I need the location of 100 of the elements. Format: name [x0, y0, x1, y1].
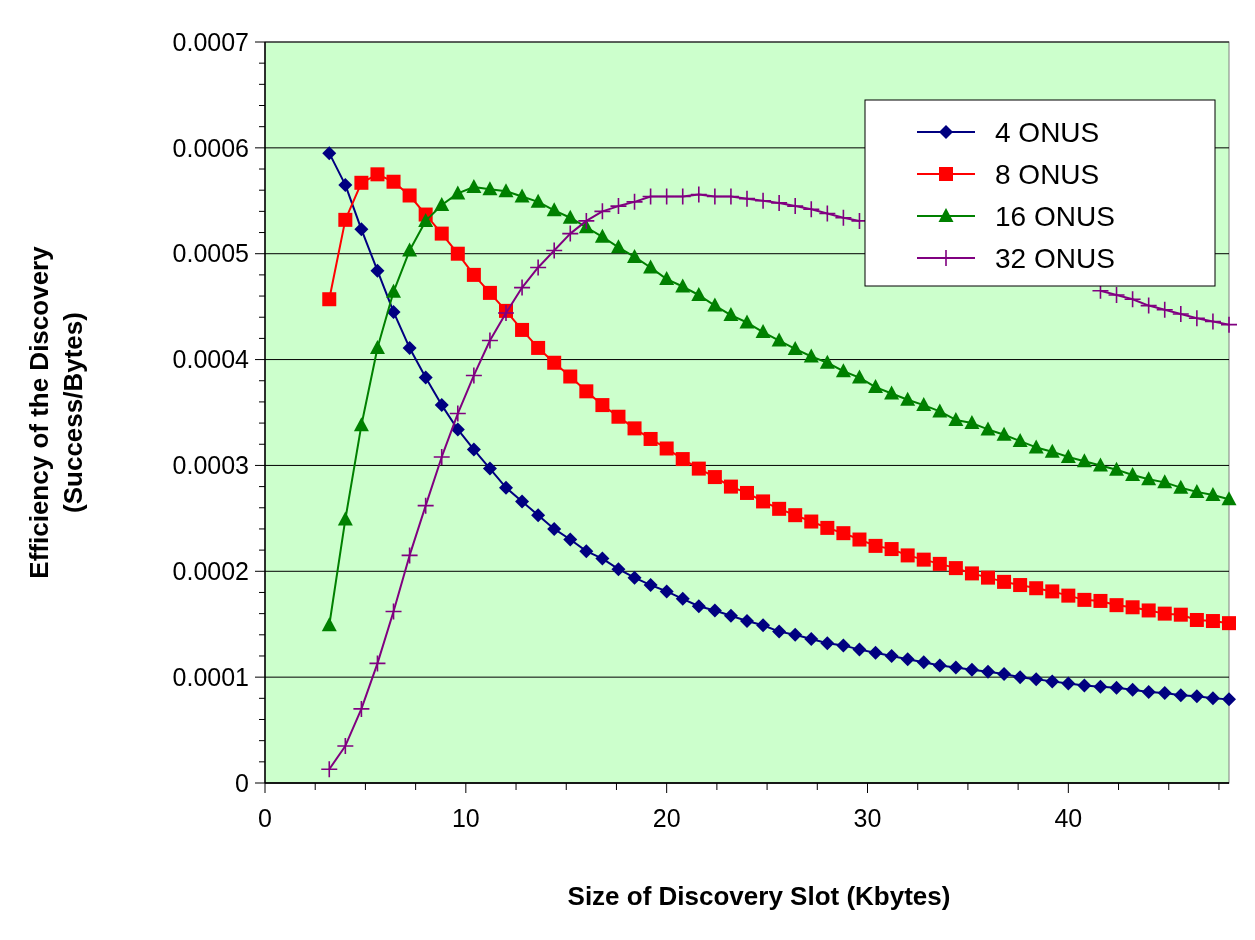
- point: [723, 608, 738, 623]
- point: [338, 177, 353, 192]
- point: [482, 181, 498, 196]
- point: [997, 666, 1012, 681]
- point: [948, 411, 964, 426]
- point: [370, 263, 385, 278]
- point: [530, 193, 546, 208]
- point: [384, 602, 403, 621]
- point: [643, 259, 659, 274]
- point: [707, 470, 722, 485]
- point: [499, 480, 513, 495]
- y-tick-label: 0.0001: [172, 662, 249, 691]
- point: [322, 146, 337, 161]
- point: [386, 304, 401, 319]
- point: [515, 322, 530, 337]
- point: [1221, 491, 1237, 506]
- point: [723, 307, 739, 322]
- point: [707, 297, 723, 312]
- point: [402, 188, 417, 203]
- point: [884, 648, 899, 663]
- point: [1205, 487, 1221, 502]
- point: [1222, 692, 1236, 707]
- point: [577, 212, 596, 230]
- point: [659, 441, 674, 456]
- x-tick-label: 40: [1054, 804, 1083, 832]
- point: [1157, 686, 1172, 701]
- point: [513, 278, 531, 297]
- point: [547, 355, 562, 370]
- point: [804, 514, 819, 529]
- point: [434, 398, 449, 413]
- point: [820, 520, 835, 535]
- point: [948, 660, 963, 675]
- point: [402, 242, 418, 257]
- point: [1109, 598, 1124, 613]
- point: [659, 584, 674, 599]
- point: [1205, 691, 1220, 706]
- point: [1012, 433, 1028, 448]
- point: [450, 185, 466, 200]
- point: [369, 339, 385, 354]
- point: [916, 552, 931, 567]
- point: [675, 452, 690, 467]
- point: [1222, 616, 1236, 631]
- point: [657, 187, 676, 206]
- point: [996, 426, 1012, 441]
- point: [1125, 682, 1140, 697]
- point: [835, 363, 851, 378]
- point: [740, 614, 754, 629]
- point: [416, 496, 435, 515]
- point: [322, 292, 337, 307]
- point: [481, 331, 499, 350]
- y-axis-title: Efficiency of the Discovery (Success/Bytes): [24, 245, 88, 579]
- point: [546, 202, 562, 217]
- point: [579, 544, 594, 559]
- point: [545, 241, 563, 260]
- legend-label: 32 ONUS: [995, 242, 1115, 274]
- point: [497, 304, 515, 322]
- point: [964, 662, 979, 677]
- point: [321, 617, 337, 632]
- point: [707, 603, 722, 618]
- point: [336, 737, 355, 755]
- point: [916, 397, 932, 412]
- point: [641, 187, 660, 206]
- point: [1013, 578, 1028, 593]
- point: [786, 197, 804, 215]
- point: [593, 202, 612, 221]
- point: [836, 526, 851, 541]
- point: [320, 760, 339, 779]
- point: [1109, 680, 1124, 695]
- x-axis-title: Size of Discovery Slot (Kbytes): [567, 881, 951, 911]
- point: [1061, 676, 1076, 691]
- point: [675, 278, 691, 293]
- point: [563, 369, 578, 384]
- point: [1060, 448, 1076, 463]
- point: [851, 369, 867, 384]
- point: [1092, 457, 1108, 472]
- point: [868, 379, 884, 394]
- point: [1173, 688, 1188, 703]
- point: [690, 185, 708, 204]
- point: [675, 591, 690, 606]
- point: [981, 664, 995, 679]
- point: [643, 578, 658, 593]
- point: [691, 461, 706, 476]
- point: [1189, 612, 1204, 627]
- point: [465, 366, 483, 385]
- point: [1172, 305, 1190, 323]
- point: [691, 599, 706, 614]
- point: [756, 618, 771, 633]
- point: [772, 501, 787, 516]
- x-tick-label: 10: [451, 804, 480, 832]
- point: [594, 228, 610, 243]
- point: [432, 448, 451, 466]
- point: [770, 194, 788, 212]
- point: [787, 340, 803, 355]
- point: [818, 204, 837, 223]
- point: [771, 332, 787, 347]
- point: [354, 175, 369, 190]
- point: [868, 538, 883, 553]
- x-tick-label: 30: [853, 804, 882, 832]
- point: [1045, 584, 1060, 599]
- point: [337, 511, 353, 526]
